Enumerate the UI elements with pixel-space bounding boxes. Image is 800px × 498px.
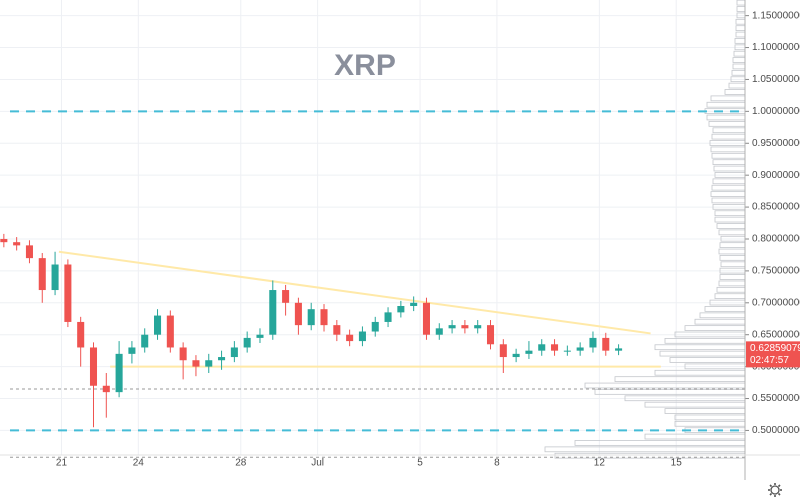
candle-body	[269, 290, 277, 335]
x-tick-label: 24	[133, 458, 145, 469]
candle-body	[38, 258, 46, 291]
candle-body	[461, 325, 469, 329]
price-label-box	[746, 341, 800, 368]
candle-body	[397, 305, 405, 313]
candle-body	[13, 242, 21, 246]
y-tick-label: 0.75000000	[752, 266, 800, 277]
candle-body	[512, 353, 520, 358]
x-tick-label: 5	[417, 458, 423, 469]
settings-icon[interactable]	[768, 483, 782, 497]
x-tick-label: 8	[494, 458, 500, 469]
y-tick-label: 1.05000000	[752, 74, 800, 85]
y-tick-label: 0.90000000	[752, 170, 800, 181]
candles	[0, 233, 623, 428]
countdown-label: 02:47:57	[750, 355, 789, 366]
x-tick-label: 12	[594, 458, 606, 469]
candle-body	[474, 325, 482, 329]
candle-body	[256, 334, 264, 338]
y-tick-label: 0.80000000	[752, 234, 800, 245]
candle-body	[115, 353, 123, 393]
candle-body	[179, 347, 187, 361]
axes: 0.500000000.550000000.600000000.65000000…	[0, 0, 800, 480]
trendline	[58, 250, 651, 335]
candle-body	[25, 245, 33, 259]
y-tick-label: 1.00000000	[752, 106, 800, 117]
candle-body	[410, 302, 418, 306]
candle-body	[64, 264, 72, 322]
candle-body	[333, 325, 341, 335]
candle-body	[128, 347, 136, 354]
levels	[10, 110, 745, 458]
x-tick-label: Jul	[311, 458, 324, 469]
candle-body	[551, 344, 559, 351]
candle-body	[307, 309, 315, 326]
y-tick-label: 1.10000000	[752, 42, 800, 53]
candle-body	[192, 360, 200, 367]
candle-body	[218, 357, 226, 361]
candle-body	[486, 325, 495, 345]
candle-body	[154, 315, 162, 335]
y-tick-label: 1.15000000	[752, 10, 800, 21]
candle-body	[499, 344, 507, 358]
candle-body	[294, 302, 302, 326]
candle-body	[435, 328, 443, 335]
y-tick-label: 0.95000000	[752, 138, 800, 149]
y-tick-label: 0.65000000	[752, 329, 800, 340]
candle-body	[384, 312, 392, 322]
candle-body	[563, 350, 571, 352]
candle-body	[602, 337, 610, 351]
candle-body	[448, 325, 456, 329]
candle-body	[422, 302, 430, 335]
candle-body	[0, 238, 8, 243]
candle-body	[538, 344, 546, 351]
candle-body	[89, 347, 98, 386]
candle-body	[615, 348, 623, 351]
candle-body	[371, 321, 379, 332]
y-tick-label: 0.50000000	[752, 425, 800, 436]
x-tick-label: 15	[671, 458, 683, 469]
y-tick-label: 0.55000000	[752, 393, 800, 404]
candle-body	[282, 290, 290, 303]
y-tick-label: 0.85000000	[752, 202, 800, 213]
chart-title: XRP	[334, 49, 396, 82]
candle-body	[51, 264, 59, 291]
candle-body	[525, 350, 533, 354]
candle-body	[346, 334, 354, 342]
candle-body	[166, 315, 174, 348]
candle-body	[102, 385, 110, 393]
candle-body	[77, 321, 85, 348]
candle-body	[230, 347, 238, 358]
candle-body	[320, 309, 328, 326]
y-tick-label: 0.70000000	[752, 297, 800, 308]
candle-body	[243, 337, 251, 348]
x-tick-label: 21	[56, 458, 68, 469]
x-tick-label: 28	[235, 458, 247, 469]
candle-body	[205, 360, 213, 367]
candle-body	[141, 334, 149, 348]
candle-body	[358, 331, 366, 342]
candle-body	[576, 347, 584, 351]
price-label: 0.62859079	[750, 343, 800, 354]
candle-body	[589, 337, 597, 348]
